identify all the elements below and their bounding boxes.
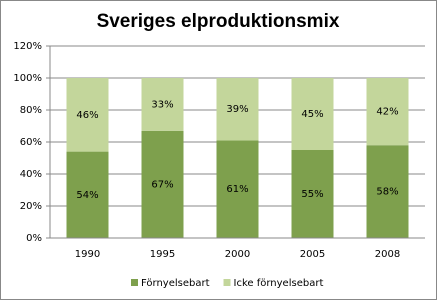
legend-swatch — [131, 279, 138, 286]
data-label: 58% — [376, 187, 398, 198]
bar-segment — [141, 78, 184, 131]
bar-segment — [141, 130, 184, 238]
y-tick-label: 100% — [13, 73, 42, 84]
bar-segment — [216, 140, 259, 238]
data-label: 45% — [301, 109, 323, 120]
legend-swatch — [223, 279, 231, 286]
data-label: 55% — [301, 189, 323, 200]
data-label: 39% — [226, 104, 248, 115]
y-tick-label: 80% — [20, 105, 42, 116]
x-tick-label: 2008 — [375, 249, 400, 260]
bar-segment — [366, 78, 409, 146]
bar-segment — [291, 78, 334, 150]
bar-segment — [216, 78, 259, 141]
y-tick-label: 60% — [20, 137, 42, 148]
y-tick-label: 20% — [20, 201, 42, 212]
y-tick-label: 0% — [26, 233, 42, 244]
x-tick-label: 2000 — [225, 249, 250, 260]
x-tick-label: 1995 — [150, 249, 175, 260]
data-label: 61% — [226, 184, 248, 195]
data-label: 46% — [76, 110, 98, 121]
x-tick-label: 1990 — [75, 249, 100, 260]
data-label: 33% — [151, 99, 173, 110]
data-label: 54% — [76, 190, 98, 201]
y-tick-label: 120% — [13, 41, 42, 52]
data-label: 67% — [151, 179, 173, 190]
bar-segment — [66, 78, 109, 152]
legend-label: Icke förnyelsebart — [234, 278, 324, 289]
bar-segment — [366, 145, 409, 238]
legend-label: Förnyelsebart — [141, 278, 210, 289]
chart-title: Sveriges elproduktionsmix — [97, 11, 340, 32]
bar-segment — [291, 150, 334, 238]
bar-segment — [66, 151, 109, 238]
y-tick-label: 40% — [20, 169, 42, 180]
x-tick-label: 2005 — [300, 249, 325, 260]
data-label: 42% — [376, 107, 398, 118]
